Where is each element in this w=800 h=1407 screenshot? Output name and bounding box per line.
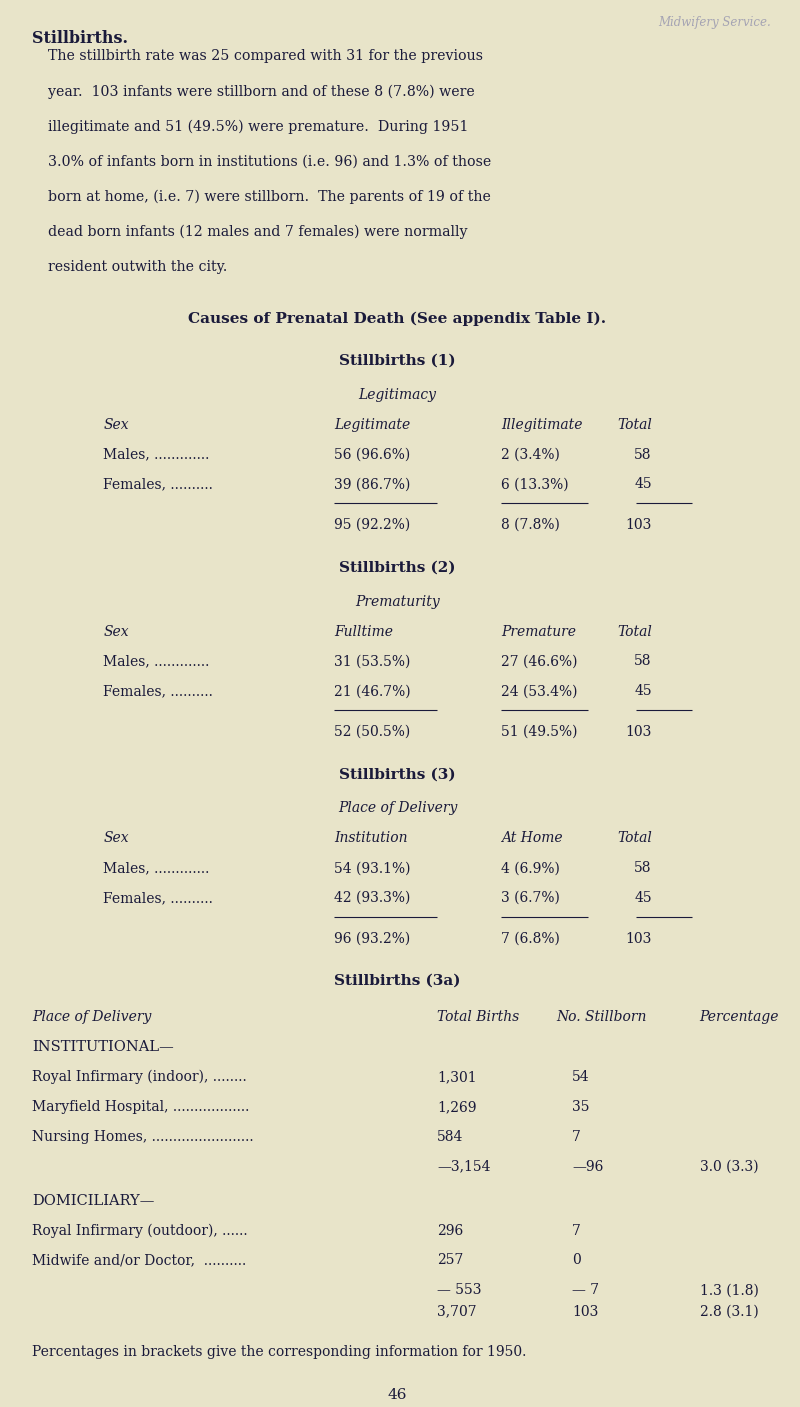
Text: 27 (46.6%): 27 (46.6%): [501, 654, 578, 668]
Text: 103: 103: [626, 725, 652, 739]
Text: Percentage: Percentage: [699, 1010, 779, 1024]
Text: born at home, (i.e. 7) were stillborn.  The parents of 19 of the: born at home, (i.e. 7) were stillborn. T…: [48, 190, 490, 204]
Text: Causes of Prenatal Death (See appendix Table I).: Causes of Prenatal Death (See appendix T…: [188, 311, 606, 325]
Text: Institution: Institution: [334, 832, 407, 846]
Text: Legitimacy: Legitimacy: [358, 388, 437, 402]
Text: 1,269: 1,269: [437, 1100, 477, 1114]
Text: — 553: — 553: [437, 1283, 482, 1297]
Text: 95 (92.2%): 95 (92.2%): [334, 518, 410, 532]
Text: 7 (6.8%): 7 (6.8%): [501, 931, 560, 946]
Text: 42 (93.3%): 42 (93.3%): [334, 891, 410, 905]
Text: 257: 257: [437, 1254, 463, 1268]
Text: 45: 45: [634, 891, 652, 905]
Text: Percentages in brackets give the corresponding information for 1950.: Percentages in brackets give the corresp…: [32, 1345, 526, 1359]
Text: Place of Delivery: Place of Delivery: [32, 1010, 151, 1024]
Text: INSTITUTIONAL—: INSTITUTIONAL—: [32, 1040, 174, 1054]
Text: Nursing Homes, ........................: Nursing Homes, ........................: [32, 1130, 254, 1144]
Text: 39 (86.7%): 39 (86.7%): [334, 477, 410, 491]
Text: Total: Total: [617, 832, 652, 846]
Text: Females, ..........: Females, ..........: [103, 684, 214, 698]
Text: Place of Delivery: Place of Delivery: [338, 802, 457, 816]
Text: At Home: At Home: [501, 832, 562, 846]
Text: Premature: Premature: [501, 625, 576, 639]
Text: 103: 103: [572, 1304, 598, 1318]
Text: 7: 7: [572, 1224, 582, 1238]
Text: 21 (46.7%): 21 (46.7%): [334, 684, 410, 698]
Text: Fulltime: Fulltime: [334, 625, 393, 639]
Text: Stillbirths (3): Stillbirths (3): [339, 767, 456, 781]
Text: 96 (93.2%): 96 (93.2%): [334, 931, 410, 946]
Text: —3,154: —3,154: [437, 1159, 490, 1173]
Text: —96: —96: [572, 1159, 604, 1173]
Text: 3.0% of infants born in institutions (i.e. 96) and 1.3% of those: 3.0% of infants born in institutions (i.…: [48, 155, 491, 169]
Text: Total: Total: [617, 418, 652, 432]
Text: 46: 46: [388, 1387, 407, 1401]
Text: Females, ..........: Females, ..........: [103, 477, 214, 491]
Text: Midwifery Service.: Midwifery Service.: [658, 15, 771, 30]
Text: Sex: Sex: [103, 832, 129, 846]
Text: 1,301: 1,301: [437, 1071, 477, 1083]
Text: Stillbirths.: Stillbirths.: [32, 30, 128, 46]
Text: 7: 7: [572, 1130, 582, 1144]
Text: 35: 35: [572, 1100, 590, 1114]
Text: Stillbirths (3a): Stillbirths (3a): [334, 974, 461, 988]
Text: No. Stillborn: No. Stillborn: [557, 1010, 647, 1024]
Text: 296: 296: [437, 1224, 463, 1238]
Text: 2.8 (3.1): 2.8 (3.1): [699, 1304, 758, 1318]
Text: — 7: — 7: [572, 1283, 599, 1297]
Text: Stillbirths (2): Stillbirths (2): [339, 560, 456, 574]
Text: 584: 584: [437, 1130, 463, 1144]
Text: Stillbirths (1): Stillbirths (1): [339, 353, 456, 367]
Text: 52 (50.5%): 52 (50.5%): [334, 725, 410, 739]
Text: Males, .............: Males, .............: [103, 654, 210, 668]
Text: 58: 58: [634, 447, 652, 461]
Text: 8 (7.8%): 8 (7.8%): [501, 518, 560, 532]
Text: Maryfield Hospital, ..................: Maryfield Hospital, ..................: [32, 1100, 249, 1114]
Text: Royal Infirmary (indoor), ........: Royal Infirmary (indoor), ........: [32, 1071, 246, 1085]
Text: Total Births: Total Births: [437, 1010, 519, 1024]
Text: illegitimate and 51 (49.5%) were premature.  During 1951: illegitimate and 51 (49.5%) were prematu…: [48, 120, 468, 134]
Text: The stillbirth rate was 25 compared with 31 for the previous: The stillbirth rate was 25 compared with…: [48, 49, 482, 63]
Text: Females, ..........: Females, ..........: [103, 891, 214, 905]
Text: 31 (53.5%): 31 (53.5%): [334, 654, 410, 668]
Text: 2 (3.4%): 2 (3.4%): [501, 447, 560, 461]
Text: dead born infants (12 males and 7 females) were normally: dead born infants (12 males and 7 female…: [48, 225, 467, 239]
Text: 54 (93.1%): 54 (93.1%): [334, 861, 410, 875]
Text: 3.0 (3.3): 3.0 (3.3): [699, 1159, 758, 1173]
Text: 45: 45: [634, 684, 652, 698]
Text: 6 (13.3%): 6 (13.3%): [501, 477, 569, 491]
Text: resident outwith the city.: resident outwith the city.: [48, 260, 227, 274]
Text: Royal Infirmary (outdoor), ......: Royal Infirmary (outdoor), ......: [32, 1224, 247, 1238]
Text: 1.3 (1.8): 1.3 (1.8): [699, 1283, 758, 1297]
Text: 24 (53.4%): 24 (53.4%): [501, 684, 578, 698]
Text: 0: 0: [572, 1254, 581, 1268]
Text: year.  103 infants were stillborn and of these 8 (7.8%) were: year. 103 infants were stillborn and of …: [48, 84, 474, 98]
Text: 54: 54: [572, 1071, 590, 1083]
Text: Males, .............: Males, .............: [103, 447, 210, 461]
Text: Illegitimate: Illegitimate: [501, 418, 582, 432]
Text: 103: 103: [626, 931, 652, 946]
Text: 51 (49.5%): 51 (49.5%): [501, 725, 578, 739]
Text: 58: 58: [634, 654, 652, 668]
Text: 45: 45: [634, 477, 652, 491]
Text: 3,707: 3,707: [437, 1304, 477, 1318]
Text: Sex: Sex: [103, 418, 129, 432]
Text: 103: 103: [626, 518, 652, 532]
Text: 4 (6.9%): 4 (6.9%): [501, 861, 560, 875]
Text: Males, .............: Males, .............: [103, 861, 210, 875]
Text: Legitimate: Legitimate: [334, 418, 410, 432]
Text: Prematurity: Prematurity: [355, 595, 440, 609]
Text: 56 (96.6%): 56 (96.6%): [334, 447, 410, 461]
Text: Total: Total: [617, 625, 652, 639]
Text: Midwife and/or Doctor,  ..........: Midwife and/or Doctor, ..........: [32, 1254, 246, 1268]
Text: DOMICILIARY—: DOMICILIARY—: [32, 1193, 154, 1207]
Text: 58: 58: [634, 861, 652, 875]
Text: 3 (6.7%): 3 (6.7%): [501, 891, 560, 905]
Text: Sex: Sex: [103, 625, 129, 639]
